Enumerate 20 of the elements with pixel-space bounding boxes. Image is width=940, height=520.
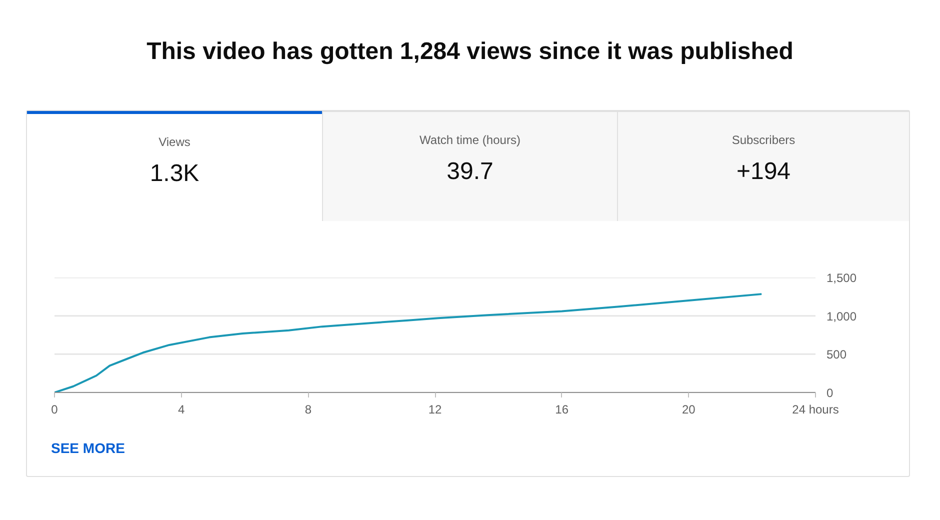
text: +194: [735, 157, 792, 188]
y-tick-label: 1,000: [826, 309, 857, 324]
text: 1.3K: [150, 159, 200, 190]
text: SEE MORE: [51, 439, 125, 458]
text: Views: [158, 134, 192, 151]
x-tick-label: 24 hours: [792, 402, 839, 416]
x-tick-label: 0: [51, 402, 58, 416]
x-tick-label: 8: [304, 402, 312, 416]
x-tick-label: 4: [178, 402, 185, 416]
x-tick-label: 16: [555, 402, 569, 416]
text: 39.7: [446, 157, 494, 188]
x-tick-label: 12: [428, 402, 442, 416]
y-tick-label: 0: [826, 386, 834, 400]
y-tick-label: 500: [826, 348, 847, 362]
y-tick-label: 1,500: [826, 271, 857, 285]
text: Subscribers: [732, 132, 796, 149]
text: Watch time (hours): [420, 132, 520, 149]
x-tick-label: 20: [682, 402, 696, 416]
line-series: [54, 293, 763, 392]
chart-title: This video has gotten 1,284 views since it was published: [146, 37, 794, 67]
